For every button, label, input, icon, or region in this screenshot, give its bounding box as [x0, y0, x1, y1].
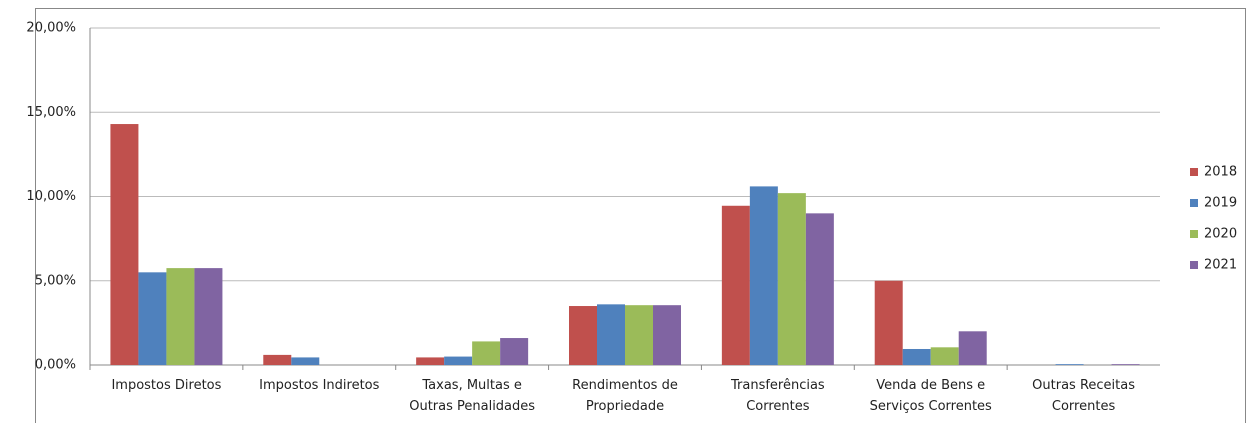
y-tick-label: 20,00%: [26, 21, 76, 36]
bar: [625, 305, 653, 365]
bar: [166, 268, 195, 365]
bar: [291, 357, 320, 365]
bar: [1111, 364, 1140, 365]
bar: [902, 348, 931, 365]
legend-label: 2020: [1204, 227, 1237, 242]
bar: [749, 186, 778, 365]
bar: [444, 356, 473, 365]
x-tick-label: Rendimentos de Propriedade: [572, 378, 678, 414]
bar: [138, 272, 167, 365]
bar: [958, 331, 987, 365]
bar: [416, 357, 445, 365]
bar: [110, 124, 139, 365]
x-tick-label: Taxas, Multas e Outras Penalidades: [409, 378, 535, 414]
legend-swatch: [1190, 168, 1198, 176]
bar: [569, 306, 597, 365]
legend-swatch: [1190, 261, 1198, 269]
bar: [805, 213, 834, 365]
y-tick-label: 0,00%: [35, 358, 76, 373]
bar: [597, 304, 625, 365]
bar: [194, 268, 223, 365]
y-tick-label: 15,00%: [26, 105, 76, 120]
bar: [500, 338, 529, 365]
legend-label: 2021: [1204, 258, 1237, 273]
bar: [1055, 364, 1084, 365]
bar: [472, 341, 501, 365]
legend-swatch: [1190, 230, 1198, 238]
bar: [721, 205, 750, 365]
x-tick-label: Venda de Bens e Serviços Correntes: [870, 378, 992, 414]
y-tick-label: 5,00%: [35, 273, 76, 288]
legend-label: 2019: [1204, 196, 1237, 211]
bar: [653, 305, 681, 365]
x-tick-label: Transferências Correntes: [730, 378, 825, 414]
x-tick-label: Impostos Diretos: [111, 378, 221, 393]
y-tick-label: 10,00%: [26, 189, 76, 204]
bar: [930, 347, 959, 365]
bar: [874, 280, 903, 365]
bar: [777, 193, 806, 365]
x-tick-label: Impostos Indiretos: [259, 378, 379, 393]
legend-label: 2018: [1204, 165, 1237, 180]
x-tick-label: Outras Receitas Correntes: [1032, 378, 1135, 414]
bar: [263, 354, 292, 365]
legend-swatch: [1190, 199, 1198, 207]
